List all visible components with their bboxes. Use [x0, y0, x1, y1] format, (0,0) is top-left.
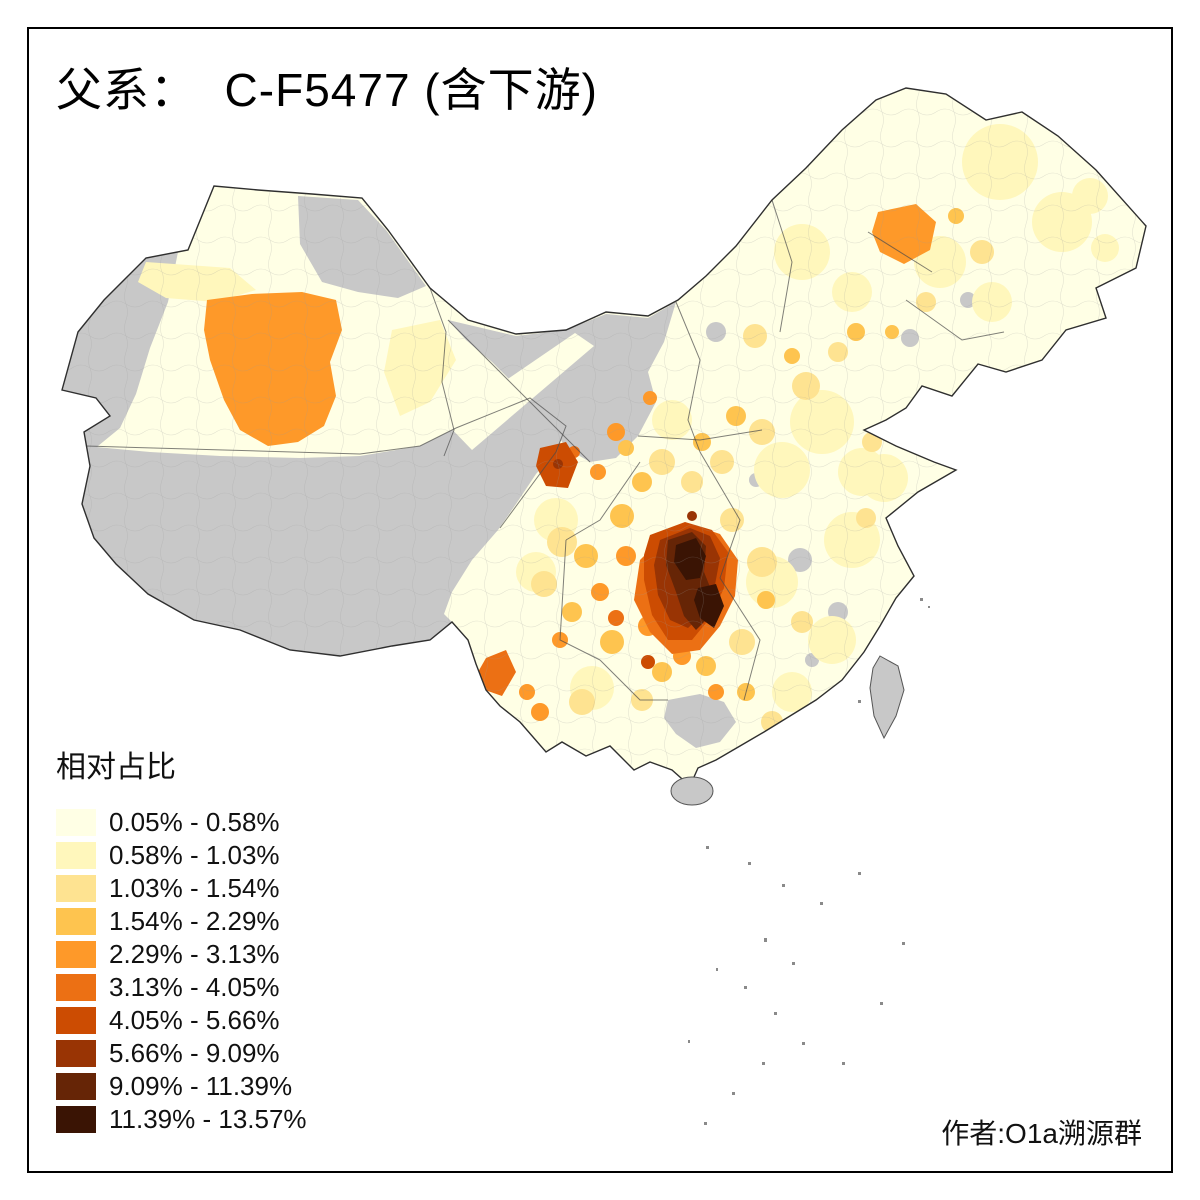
legend-row: 3.13% - 4.05% — [56, 971, 307, 1004]
legend-swatch — [56, 809, 96, 836]
legend-row: 5.66% - 9.09% — [56, 1037, 307, 1070]
china-outline — [61, 87, 1147, 788]
attribution: 作者:O1a溯源群 — [941, 1118, 1142, 1149]
province-borders — [85, 199, 1005, 701]
legend-row: 0.58% - 1.03% — [56, 839, 307, 872]
legend-swatch — [56, 1073, 96, 1100]
south-china-sea-islets — [688, 846, 905, 1125]
legend-swatch — [56, 1106, 96, 1133]
hainan-island — [670, 776, 714, 806]
legend-label: 11.39% - 13.57% — [109, 1104, 307, 1134]
taiwan-island — [869, 655, 905, 740]
legend-row: 0.05% - 0.58% — [56, 806, 307, 839]
legend-label: 4.05% - 5.66% — [109, 1005, 280, 1035]
legend-row: 2.29% - 3.13% — [56, 938, 307, 971]
legend-label: 1.03% - 1.54% — [109, 873, 280, 903]
legend: 相对占比 0.05% - 0.58% 0.58% - 1.03% 1.03% -… — [56, 742, 307, 1136]
legend-row: 9.09% - 11.39% — [56, 1070, 307, 1103]
legend-swatch — [56, 842, 96, 869]
legend-label: 2.29% - 3.13% — [109, 939, 280, 969]
legend-label: 0.05% - 0.58% — [109, 807, 280, 837]
legend-row: 1.03% - 1.54% — [56, 872, 307, 905]
legend-label: 5.66% - 9.09% — [109, 1038, 280, 1068]
page-title: 父系： C-F5477 (含下游) — [56, 64, 598, 116]
legend-swatch — [56, 875, 96, 902]
legend-label: 0.58% - 1.03% — [109, 840, 280, 870]
legend-row: 4.05% - 5.66% — [56, 1004, 307, 1037]
county-boundaries-texture — [62, 88, 1146, 786]
legend-label: 9.09% - 11.39% — [109, 1071, 293, 1101]
legend-row: 1.54% - 2.29% — [56, 905, 307, 938]
legend-swatch — [56, 941, 96, 968]
legend-swatch — [56, 908, 96, 935]
legend-row: 11.39% - 13.57% — [56, 1103, 307, 1136]
legend-title: 相对占比 — [56, 751, 176, 784]
islands — [670, 598, 930, 1125]
legend-swatch — [56, 1040, 96, 1067]
legend-label: 1.54% - 2.29% — [109, 906, 280, 936]
legend-swatch — [56, 974, 96, 1001]
legend-label: 3.13% - 4.05% — [109, 972, 280, 1002]
legend-swatch — [56, 1007, 96, 1034]
